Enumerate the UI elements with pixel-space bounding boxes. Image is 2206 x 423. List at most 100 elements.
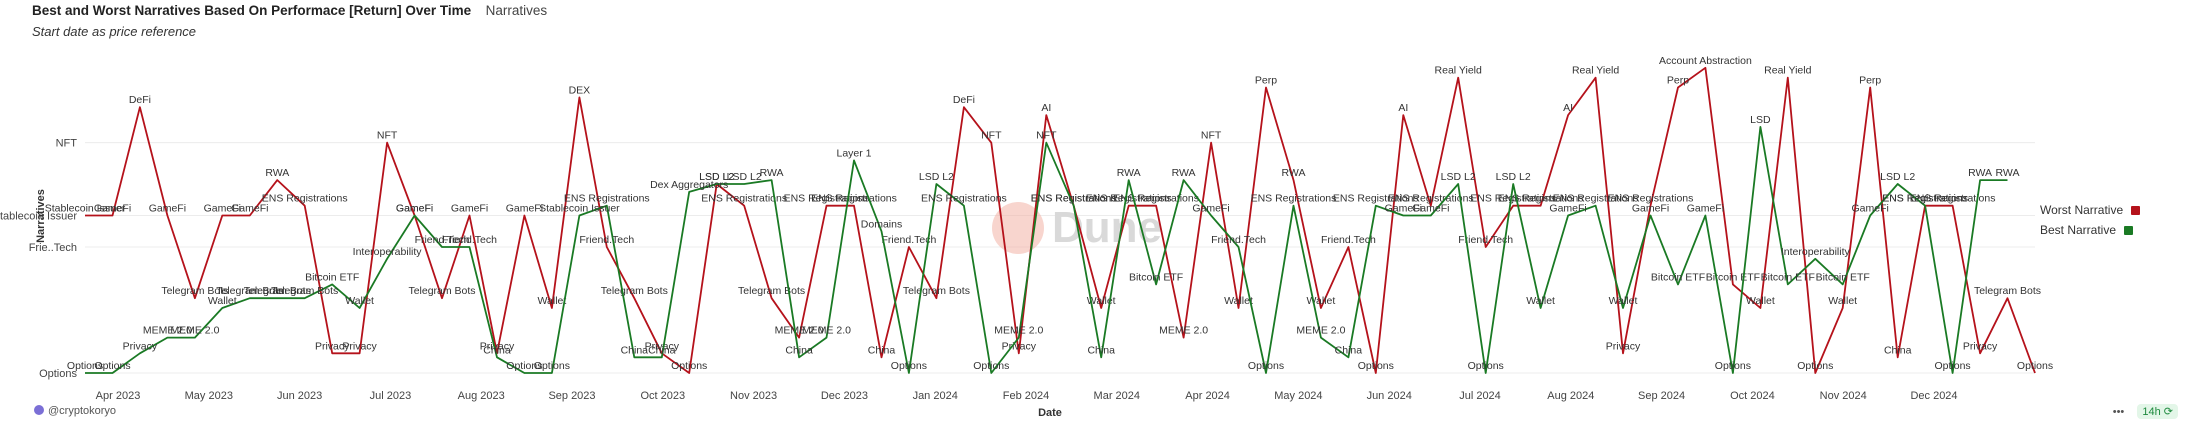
worst-point-label: Wallet [1746, 295, 1775, 307]
x-tick-label: Sep 2024 [1638, 390, 1685, 402]
worst-point-label: ENS Registrations [1910, 193, 1996, 205]
best-point-label: LSD L2 [699, 171, 734, 183]
x-tick-label: Jul 2023 [370, 390, 412, 402]
worst-point-label: MEME 2.0 [775, 325, 824, 337]
worst-point-label: DeFi [129, 94, 151, 106]
worst-point-label: Friend.Tech [579, 234, 634, 246]
worst-point-label: ENS Registrations [1388, 193, 1474, 205]
worst-point-label: Telegram Bots [903, 285, 970, 297]
best-point-label: ENS Registrations [1031, 193, 1117, 205]
worst-point-label: AI [1563, 102, 1573, 114]
best-point-label: GameFi [1687, 203, 1724, 215]
best-point-label: MEME 2.0 [170, 325, 219, 337]
author-credit[interactable]: @cryptokoryo [34, 405, 116, 417]
worst-point-label: Real Yield [1572, 65, 1619, 77]
best-point-label: Telegram Bots [271, 285, 338, 297]
worst-point-label: GameFi [94, 203, 131, 215]
best-point-label: RWA [1996, 167, 2020, 179]
chart-title: Best and Worst Narratives Based On Perfo… [32, 3, 472, 18]
x-tick-label: Nov 2024 [1820, 390, 1867, 402]
x-axis-title: Date [1038, 407, 1062, 419]
worst-point-label: AI [1398, 102, 1408, 114]
best-point-label: GameFi [1385, 203, 1422, 215]
chart-subtitle: Start date as price reference [32, 24, 197, 39]
worst-point-label: Options [1797, 360, 1833, 372]
worst-point-label: NFT [1201, 130, 1222, 142]
best-point-label: Wallet [1609, 295, 1638, 307]
worst-point-label: Privacy [480, 340, 515, 352]
worst-point-label: Wallet [538, 295, 567, 307]
worst-point-label: MEME 2.0 [1159, 325, 1208, 337]
best-point-label: China [785, 344, 813, 356]
worst-point-label: Real Yield [1764, 65, 1811, 77]
best-point-label: MEME 2.0 [994, 325, 1043, 337]
worst-point-label: Wallet [1828, 295, 1857, 307]
best-point-label: ENS Registrations [1333, 193, 1419, 205]
worst-point-label: DeFi [953, 94, 975, 106]
worst-point-label: AI [1041, 102, 1051, 114]
best-point-label: China [1087, 344, 1115, 356]
worst-point-label: Privacy [1963, 340, 1998, 352]
worst-point-label: Privacy [1606, 340, 1641, 352]
worst-point-label: RWA [1282, 167, 1306, 179]
more-options-icon[interactable]: ••• [2112, 406, 2125, 418]
best-point-label: MEME 2.0 [802, 325, 851, 337]
x-tick-label: Nov 2023 [730, 390, 777, 402]
chart-footer-actions: ••• 14h ⟳ [2113, 404, 2178, 419]
best-point-label: Layer 1 [836, 147, 871, 159]
best-point-label: Options [94, 360, 130, 372]
best-point-label: GameFi [1632, 203, 1669, 215]
best-point-label: Friend.Tech [415, 234, 470, 246]
x-tick-label: Mar 2024 [1094, 390, 1140, 402]
x-tick-label: May 2024 [1274, 390, 1322, 402]
y-tick-label: NFT [56, 138, 78, 150]
best-point-label: China [621, 344, 649, 356]
best-point-label: ENS Registrations [1882, 193, 1968, 205]
best-point-label: GameFi [1412, 203, 1449, 215]
worst-point-label: ENS Registrations [1470, 193, 1556, 205]
refresh-age-badge[interactable]: 14h ⟳ [2137, 404, 2178, 419]
y-tick-label: Frie..Tech [29, 242, 77, 254]
x-tick-label: Apr 2024 [1185, 390, 1230, 402]
worst-narrative-line [85, 66, 2036, 374]
best-point-label: Options [1468, 360, 1504, 372]
author-avatar [34, 405, 44, 415]
best-point-label: RWA [1968, 167, 1992, 179]
chart-header: Best and Worst Narratives Based On Perfo… [32, 2, 547, 20]
best-point-label: Bitcoin ETF [1761, 271, 1815, 283]
worst-point-label: Wallet [1224, 295, 1253, 307]
worst-point-label: Wallet [1087, 295, 1116, 307]
worst-point-label: ENS Registrations [262, 193, 348, 205]
legend-label-worst: Worst Narrative [2040, 203, 2124, 217]
worst-point-label: ENS Registrations [811, 193, 897, 205]
legend-item-best[interactable]: Best Narrative [2040, 220, 2140, 240]
worst-point-label: GameFi [506, 203, 543, 215]
x-tick-label: Oct 2023 [640, 390, 685, 402]
y-axis-title: Narratives [35, 189, 47, 243]
worst-point-label: China [1884, 344, 1912, 356]
chart-legend: Worst Narrative Best Narrative [2040, 200, 2141, 240]
best-point-label: GameFi [1549, 203, 1586, 215]
worst-point-label: ENS Registrations [1608, 193, 1694, 205]
x-tick-label: Jun 2023 [277, 390, 322, 402]
worst-point-label: Account Abstraction [1659, 55, 1752, 67]
worst-point-label: NFT [981, 130, 1002, 142]
best-point-label: LSD L2 [1496, 171, 1531, 183]
best-point-label: ENS Registrations [921, 193, 1007, 205]
best-point-label: GameFi [1192, 203, 1229, 215]
best-point-label: RWA [1172, 167, 1196, 179]
best-point-label: China [1335, 344, 1363, 356]
legend-item-worst[interactable]: Worst Narrative [2040, 200, 2141, 220]
watermark-text: Dune [1052, 203, 1162, 252]
worst-point-label: Telegram Bots [408, 285, 475, 297]
x-tick-label: Dec 2023 [821, 390, 868, 402]
worst-point-label: Privacy [315, 340, 350, 352]
worst-point-label: Friend.Tech [1458, 234, 1513, 246]
worst-point-label: ENS Registrations [1031, 193, 1117, 205]
x-tick-label: Jul 2024 [1459, 390, 1501, 402]
chart-tab-name[interactable]: Narratives [485, 3, 548, 18]
worst-point-label: GameFi [231, 203, 268, 215]
best-point-label: Options [973, 360, 1009, 372]
worst-point-label: ENS Registrations [701, 193, 787, 205]
best-point-label: China [648, 344, 676, 356]
